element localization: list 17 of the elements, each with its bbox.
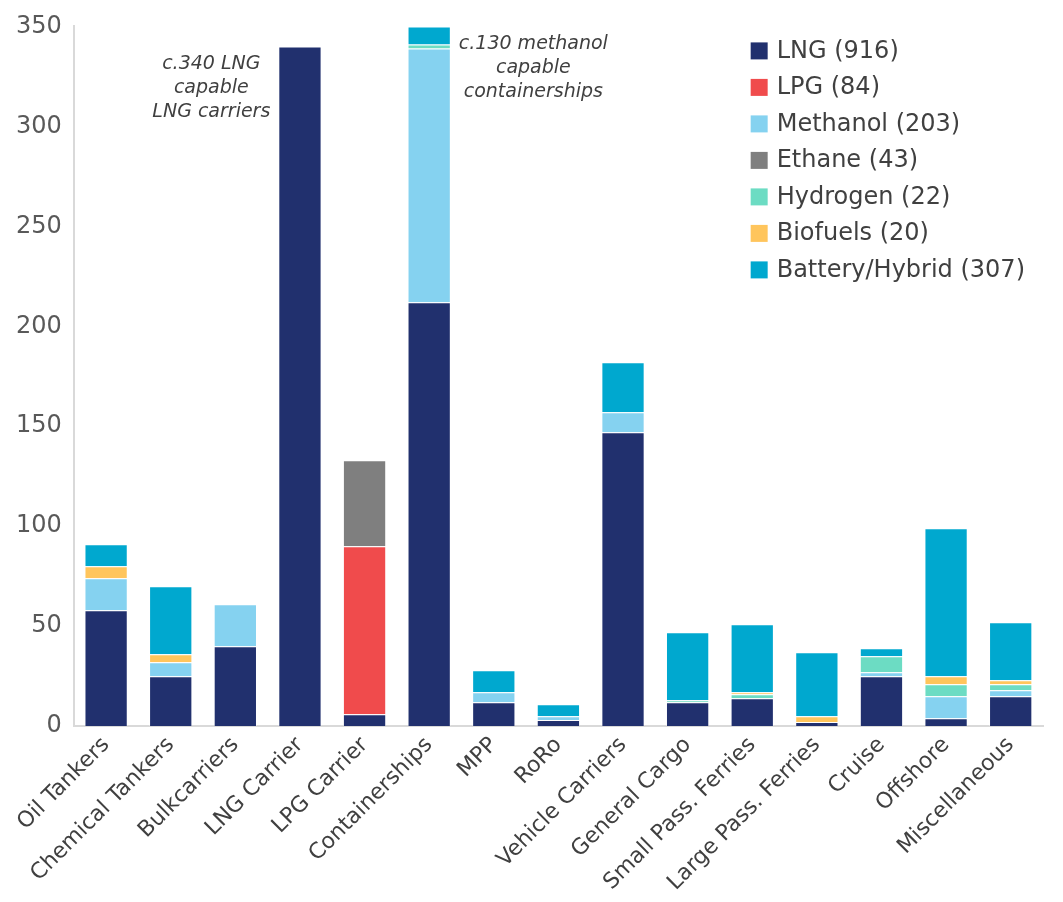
legend-label: Methanol (203)	[776, 108, 961, 137]
y-tick-label: 350	[16, 10, 62, 39]
y-tick-label: 250	[16, 210, 62, 239]
legend-label: Hydrogen (22)	[776, 181, 951, 210]
legend-label: LPG (84)	[776, 72, 881, 101]
legend-label: Ethane (43)	[776, 145, 919, 174]
y-tick-label: 150	[16, 410, 62, 439]
y-tick-label: 200	[16, 310, 62, 339]
y-tick-label: 0	[46, 710, 62, 739]
legend-label: LNG (916)	[776, 35, 899, 64]
annotation: c.130 methanol capable containerships	[458, 30, 609, 101]
annotation: c.340 LNG capable LNG carriers	[152, 50, 271, 121]
legend-label: Battery/Hybrid (307)	[776, 254, 1026, 283]
y-tick-label: 100	[16, 510, 62, 539]
legend-label: Biofuels (20)	[776, 218, 929, 247]
y-tick-label: 300	[16, 110, 62, 139]
y-tick-label: 50	[31, 610, 62, 639]
